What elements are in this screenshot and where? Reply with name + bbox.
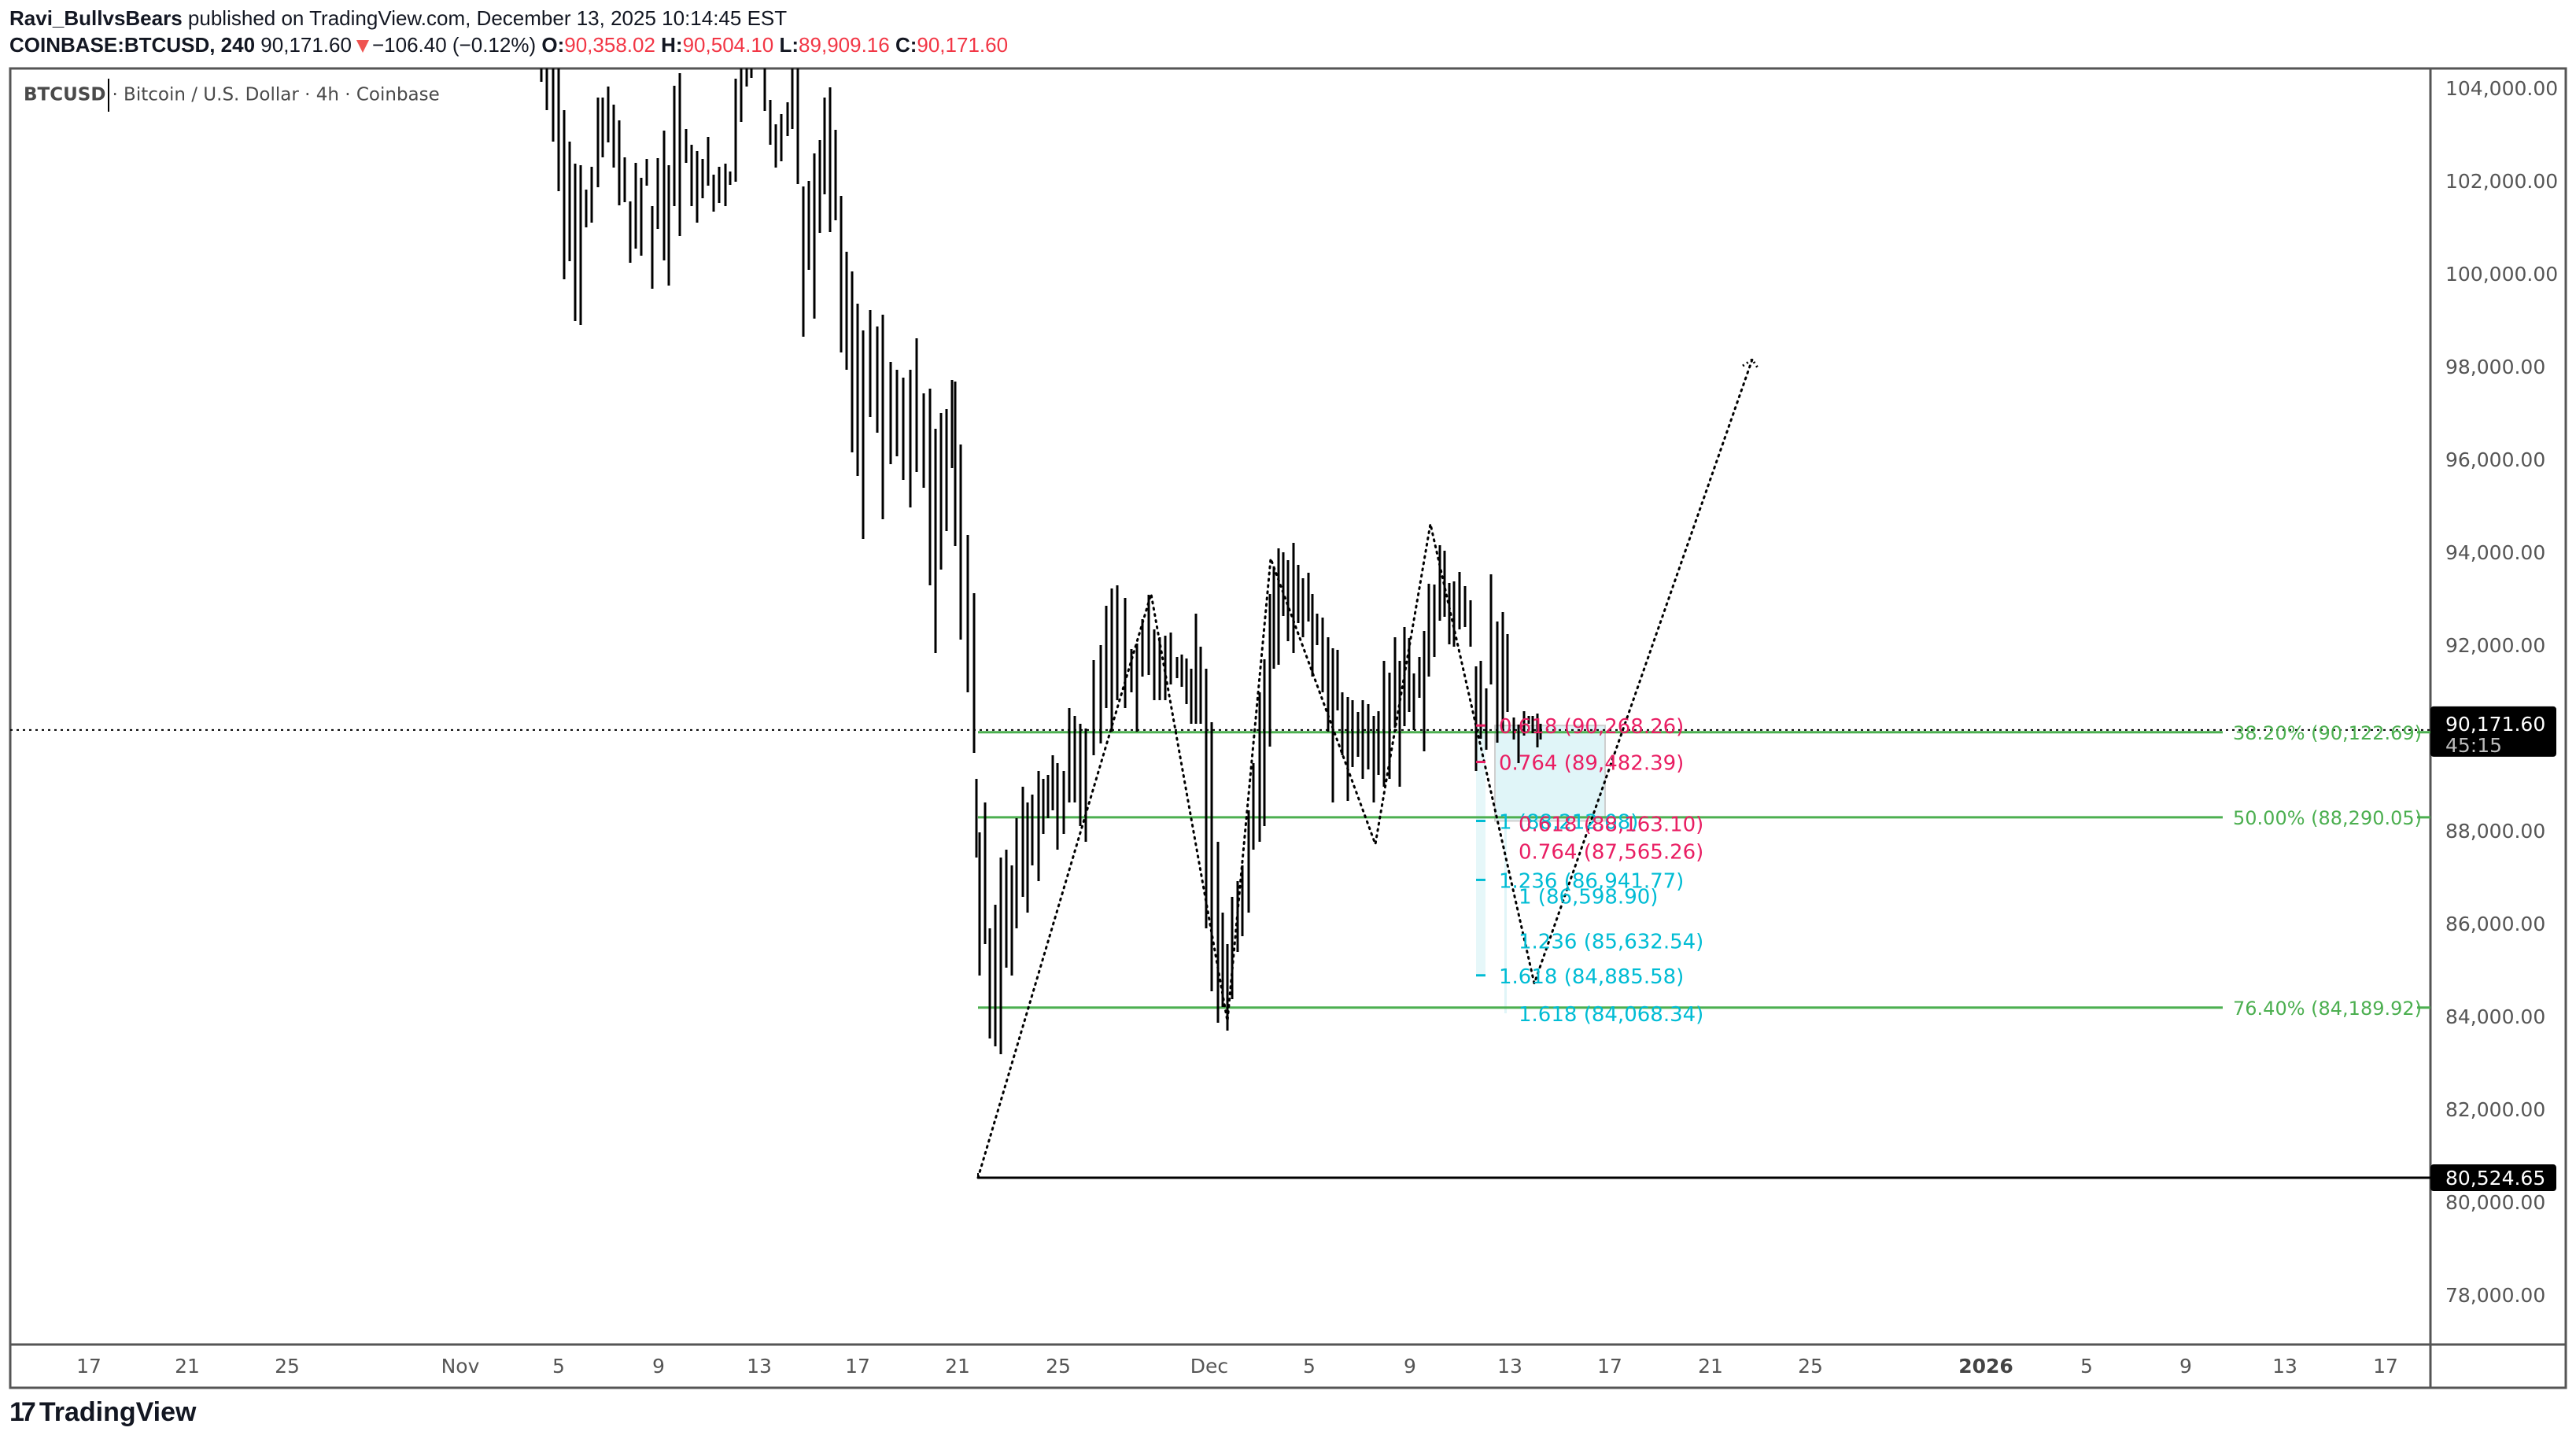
last-price: 90,171.60: [260, 33, 352, 57]
arrow-head-icon: [1742, 357, 1760, 370]
extension-1-label: 1 (88,212.08): [1499, 810, 1638, 834]
time-tick-label: 5: [1303, 1355, 1316, 1378]
projection-path-line[interactable]: [976, 358, 1754, 1179]
price-tick-label: 98,000.00: [2445, 356, 2545, 378]
time-tick-label: 25: [275, 1355, 300, 1378]
time-tick-label: 5: [552, 1355, 565, 1378]
extension-zone-box: [1494, 725, 1606, 822]
close-label: C:: [895, 33, 917, 57]
price-tick-label: 104,000.00: [2445, 77, 2558, 100]
time-tick-label: 21: [1698, 1355, 1723, 1378]
open-value: 90,358.02: [564, 33, 655, 57]
tradingview-mark-icon: 17: [9, 1397, 36, 1427]
price-tick-label: 82,000.00: [2445, 1098, 2545, 1121]
ohlc-header: COINBASE:BTCUSD, 240 90,171.60 −106.40 (−…: [9, 31, 1008, 58]
author-name[interactable]: Ravi_BullvsBears: [9, 6, 183, 30]
symbol-legend[interactable]: BTCUSD · Bitcoin / U.S. Dollar · 4h · Coi…: [24, 79, 440, 112]
extension-2-label: 0.764 (87,565.26): [1519, 841, 1703, 865]
extension-1-label: 1.236 (86,941.77): [1499, 869, 1684, 893]
price-tick-label: 88,000.00: [2445, 820, 2545, 843]
chart-frame: [9, 67, 2567, 1389]
low-price-badge: [2430, 1164, 2556, 1192]
publish-text: published on TradingView.com, December 1…: [187, 6, 788, 30]
current-price-label: 90,171.60: [2445, 713, 2545, 736]
price-tick-label: 94,000.00: [2445, 541, 2545, 564]
triangle-down-icon: [356, 40, 369, 53]
extension-2-label: 0.618 (88,163.10): [1519, 813, 1703, 836]
publish-info: Ravi_BullvsBears published on TradingVie…: [9, 5, 787, 31]
fib-level-label: 76.40% (84,189.92): [2233, 998, 2422, 1020]
fib-level-label: 38.20% (90,122.69): [2233, 722, 2422, 744]
time-tick-label: 13: [747, 1355, 772, 1378]
time-tick-label: 17: [1597, 1355, 1622, 1378]
time-tick-label: 17: [76, 1355, 101, 1378]
time-tick-label: 17: [845, 1355, 870, 1378]
symbol-interval: COINBASE:BTCUSD, 240: [9, 33, 256, 57]
time-tick-label: 5: [2080, 1355, 2093, 1378]
close-value: 90,171.60: [917, 33, 1009, 57]
bar-countdown: 45:15: [2445, 734, 2502, 757]
price-axis[interactable]: 104,000.00 102,000.00 100,000.00 98,000.00 9…: [2430, 77, 2558, 1307]
extension-1-label: 1.618 (84,885.58): [1499, 965, 1684, 989]
time-tick-label: Dec: [1190, 1355, 1228, 1378]
high-value: 90,504.10: [682, 33, 774, 57]
brand-name: TradingView: [39, 1397, 197, 1427]
extension-1-label: 0.764 (89,482.39): [1499, 752, 1684, 776]
current-price-badge: [2430, 706, 2556, 757]
time-tick-label: 2026: [1958, 1355, 2013, 1378]
projection-path[interactable]: [976, 357, 1760, 1179]
time-tick-label: 21: [175, 1355, 200, 1378]
fib-retracement-lines[interactable]: [10, 729, 2430, 1179]
fib-extension-zones: [1476, 725, 1606, 1013]
time-tick-label: 25: [1046, 1355, 1071, 1378]
time-tick-label: 21: [945, 1355, 970, 1378]
price-tick-label: 100,000.00: [2445, 263, 2558, 286]
price-tick-label: 92,000.00: [2445, 634, 2545, 657]
tradingview-logo[interactable]: 17 TradingView: [9, 1397, 196, 1428]
fib-labels: 38.20% (90,122.69) 50.00% (88,290.05) 76.4…: [1476, 715, 2422, 1027]
time-tick-label: 9: [1404, 1355, 1416, 1378]
extension-1-band: [1476, 725, 1485, 976]
time-tick-label: 13: [2272, 1355, 2297, 1378]
extension-2-label: 1.618 (84,068.34): [1519, 1003, 1703, 1027]
price-change: −106.40 (−0.12%): [371, 33, 537, 57]
extension-2-label: 1 (86,598.90): [1519, 886, 1658, 909]
low-label: L:: [779, 33, 799, 57]
price-bars: [540, 68, 1542, 1054]
price-tick-label: 86,000.00: [2445, 913, 2545, 935]
time-tick-label: 13: [1497, 1355, 1522, 1378]
time-tick-label: 9: [652, 1355, 665, 1378]
legend-symbol: BTCUSD: [24, 84, 106, 105]
low-value: 89,909.16: [799, 33, 890, 57]
low-price-label: 80,524.65: [2445, 1167, 2545, 1190]
price-tick-label: 96,000.00: [2445, 448, 2545, 471]
open-label: O:: [541, 33, 565, 57]
price-tick-label: 80,000.00: [2445, 1191, 2545, 1214]
time-tick-label: 25: [1798, 1355, 1823, 1378]
extension-2-label: 1.236 (85,632.54): [1519, 931, 1703, 954]
high-label: H:: [661, 33, 683, 57]
time-axis[interactable]: 17 21 25 Nov 5 9 13 17 21 25 Dec 5 9 13 17 21 25 2026 5 9 13…: [76, 1355, 2398, 1378]
extension-1-label: 0.618 (90,268.26): [1499, 715, 1684, 739]
price-tick-label: 84,000.00: [2445, 1005, 2545, 1028]
text-cursor: [108, 79, 110, 112]
fib-level-label: 50.00% (88,290.05): [2233, 807, 2422, 829]
price-tick-label: 102,000.00: [2445, 170, 2558, 193]
legend-description: · Bitcoin / U.S. Dollar · 4h · Coinbase: [112, 84, 440, 105]
time-tick-label: 17: [2373, 1355, 2398, 1378]
extension-2-band: [1504, 823, 1507, 1013]
price-tick-label: 78,000.00: [2445, 1284, 2545, 1307]
time-tick-label: 9: [2179, 1355, 2192, 1378]
time-tick-label: Nov: [441, 1355, 480, 1378]
